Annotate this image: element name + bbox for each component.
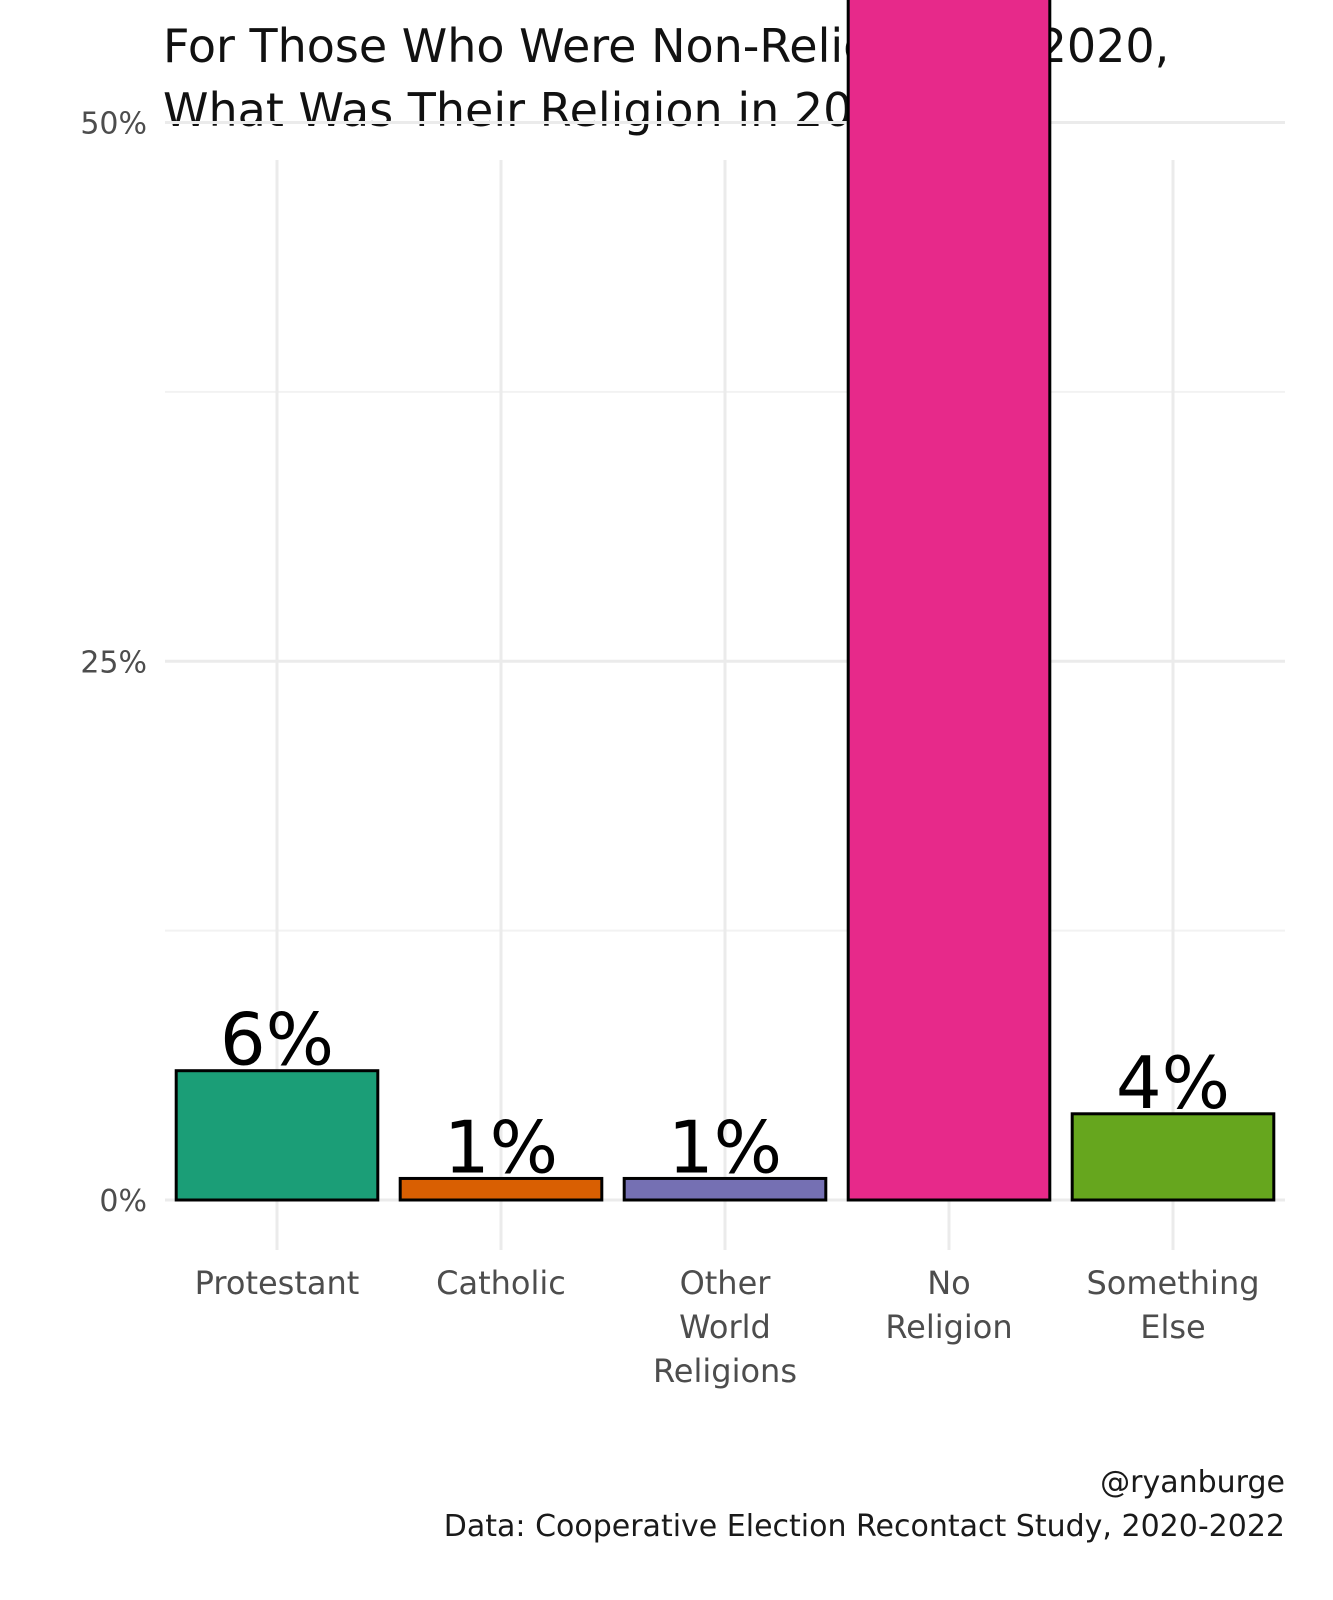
bar-4 [1070, 1112, 1276, 1202]
bar-3 [846, 0, 1052, 1202]
x-category-label: Religions [653, 1352, 797, 1390]
x-category-label: Protestant [195, 1264, 360, 1302]
x-category-label: Religion [885, 1308, 1012, 1346]
y-tick-label: 50% [80, 107, 147, 142]
data-label: 1% [444, 1105, 558, 1189]
data-label: 6% [220, 998, 334, 1082]
bar-0 [174, 1069, 380, 1202]
x-category-label: Something [1086, 1264, 1259, 1302]
x-axis-category-labels: Protestant Catholic Other World Religions No R… [195, 1264, 1260, 1390]
y-tick-label: 25% [80, 645, 147, 680]
x-category-label: Other [680, 1264, 772, 1302]
data-labels: 6%1%1%88%4% [220, 998, 1230, 1190]
bars [174, 0, 1276, 1202]
y-axis-tick-labels: 0%25%50%75% [80, 107, 147, 1220]
chart-caption: @ryanburge Data: Cooperative Election Rec… [444, 1465, 1285, 1544]
x-category-label: No [927, 1264, 971, 1302]
chart-title-line: What Was Their Religion in 2022? [163, 83, 935, 137]
bar-1 [398, 1176, 604, 1202]
caption-line: @ryanburge [1100, 1465, 1285, 1500]
caption-line: Data: Cooperative Election Recontact Stu… [444, 1509, 1285, 1544]
x-category-label: World [679, 1308, 771, 1346]
data-label: 1% [668, 1105, 782, 1189]
x-category-label: Catholic [436, 1264, 566, 1302]
data-label: 4% [1116, 1041, 1230, 1125]
bar-2 [622, 1176, 828, 1202]
y-tick-label: 0% [99, 1184, 147, 1219]
x-category-label: Else [1140, 1308, 1205, 1346]
